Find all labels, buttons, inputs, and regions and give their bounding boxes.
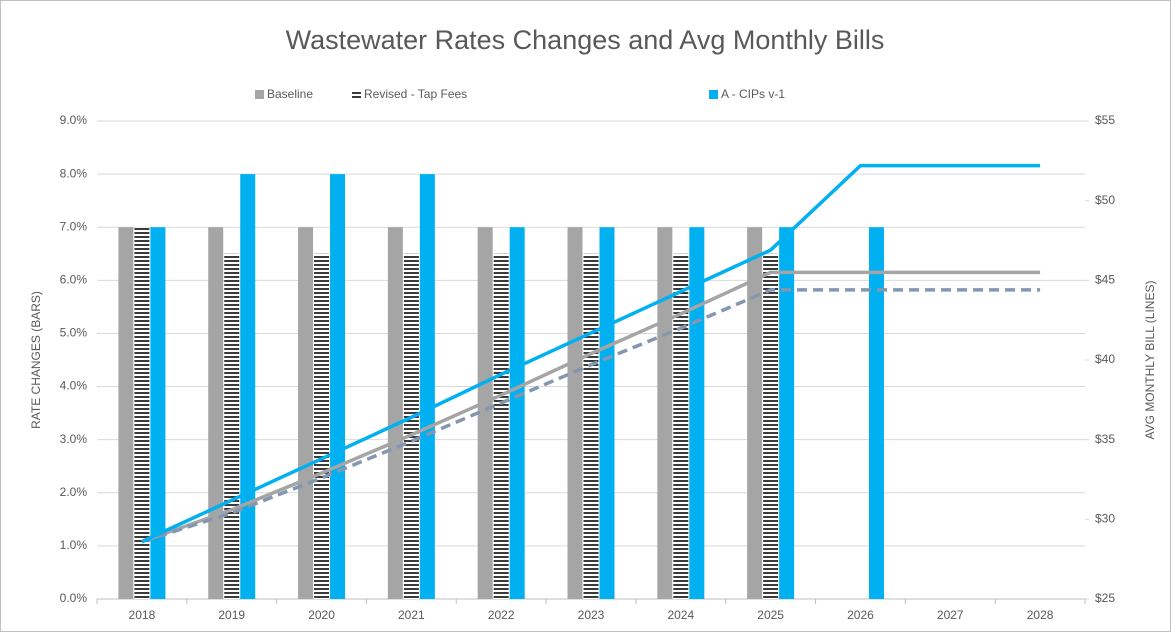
bar: [747, 227, 763, 599]
x-tick-label: 2027: [937, 608, 964, 622]
bar: [298, 227, 314, 599]
y2-tick-label: $55: [1095, 113, 1115, 127]
bar: [403, 253, 419, 599]
bar: [314, 253, 330, 599]
legend-swatch: [352, 90, 361, 99]
bar: [599, 227, 615, 599]
y-tick-label: 6.0%: [60, 273, 88, 287]
y-tick-label: 9.0%: [60, 113, 88, 127]
bar: [763, 253, 779, 599]
y-tick-label: 1.0%: [60, 538, 88, 552]
bar: [419, 174, 435, 599]
bar: [583, 253, 599, 599]
bar: [150, 227, 166, 599]
bar: [240, 174, 256, 599]
bar: [118, 227, 134, 599]
bar: [509, 227, 525, 599]
x-tick-label: 2019: [218, 608, 245, 622]
bar: [134, 227, 150, 599]
legend-label: Revised - Tap Fees: [364, 87, 467, 101]
y2-tick-label: $40: [1095, 352, 1115, 366]
bar: [387, 227, 403, 599]
y2-tick-label: $35: [1095, 432, 1115, 446]
y2-axis-title: AVG MONTHLY BILL (LINES): [1143, 281, 1157, 440]
bar: [673, 253, 689, 599]
y2-tick-label: $50: [1095, 193, 1115, 207]
y-axis-title: RATE CHANGES (BARS): [29, 291, 43, 429]
bar: [779, 227, 795, 599]
x-tick-label: 2021: [398, 608, 425, 622]
y-tick-label: 4.0%: [60, 379, 88, 393]
y-tick-label: 0.0%: [60, 591, 88, 605]
chart-title: Wastewater Rates Changes and Avg Monthly…: [286, 25, 885, 55]
x-tick-label: 2022: [488, 608, 515, 622]
line-series: [141, 163, 1041, 544]
x-tick-label: 2020: [308, 608, 335, 622]
bar: [224, 253, 240, 599]
legend-label: A - CIPs v-1: [721, 87, 785, 101]
bar: [330, 174, 346, 599]
x-tick-label: 2023: [578, 608, 605, 622]
legend-swatch: [255, 90, 264, 99]
y2-tick-label: $45: [1095, 273, 1115, 287]
line-series: [141, 270, 1041, 544]
y-tick-label: 2.0%: [60, 485, 88, 499]
y-tick-label: 8.0%: [60, 166, 88, 180]
x-tick-label: 2024: [667, 608, 694, 622]
bar: [208, 227, 224, 599]
y2-tick-label: $25: [1095, 591, 1115, 605]
x-tick-label: 2025: [757, 608, 784, 622]
bar: [493, 253, 509, 599]
legend-swatch: [709, 90, 718, 99]
x-tick-label: 2018: [129, 608, 156, 622]
y2-tick-label: $30: [1095, 512, 1115, 526]
y-tick-label: 5.0%: [60, 326, 88, 340]
bar: [657, 227, 673, 599]
line-series: [141, 288, 1041, 544]
x-tick-label: 2028: [1027, 608, 1054, 622]
x-tick-label: 2026: [847, 608, 874, 622]
legend-label: Baseline: [267, 87, 313, 101]
y-tick-label: 7.0%: [60, 219, 88, 233]
y-tick-label: 3.0%: [60, 432, 88, 446]
bar: [567, 227, 583, 599]
bar: [868, 227, 884, 599]
bar: [477, 227, 493, 599]
